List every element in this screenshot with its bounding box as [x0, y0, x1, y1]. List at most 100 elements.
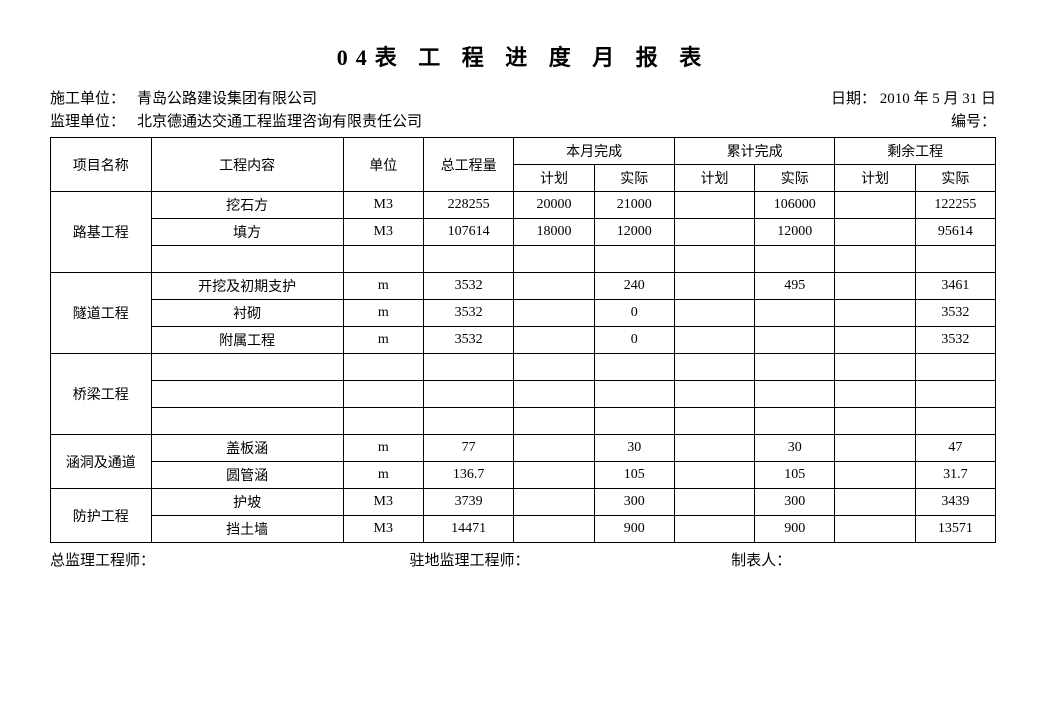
cell-total: 14471	[423, 516, 513, 543]
cell-m_plan	[514, 408, 594, 435]
cell-total: 107614	[423, 219, 513, 246]
cell-c_actual	[755, 246, 835, 273]
cell-total: 3532	[423, 300, 513, 327]
cell-m_plan	[514, 246, 594, 273]
col-month: 本月完成	[514, 138, 675, 165]
cell-m_plan	[514, 489, 594, 516]
table-row	[51, 408, 996, 435]
cell-r_actual: 122255	[915, 192, 995, 219]
cell-r_actual: 3461	[915, 273, 995, 300]
cell-unit: M3	[343, 516, 423, 543]
cell-m_plan	[514, 516, 594, 543]
cell-content: 开挖及初期支护	[151, 273, 343, 300]
cell-r_plan	[835, 489, 915, 516]
col-total: 总工程量	[423, 138, 513, 192]
cell-unit	[343, 354, 423, 381]
cell-r_actual: 31.7	[915, 462, 995, 489]
cell-unit: M3	[343, 219, 423, 246]
cell-total: 136.7	[423, 462, 513, 489]
cell-c_plan	[674, 300, 754, 327]
cell-r_actual: 47	[915, 435, 995, 462]
cell-r_plan	[835, 354, 915, 381]
cell-r_actual	[915, 381, 995, 408]
table-row: 防护工程护坡M337393003003439	[51, 489, 996, 516]
date-value: 2010 年 5 月 31 日	[880, 91, 996, 107]
cell-content: 填方	[151, 219, 343, 246]
col-cum-actual: 实际	[755, 165, 835, 192]
cell-unit: m	[343, 273, 423, 300]
cell-content: 挖石方	[151, 192, 343, 219]
report-title: 04表 工 程 进 度 月 报 表	[50, 40, 996, 72]
cell-c_actual	[755, 300, 835, 327]
cell-unit	[343, 381, 423, 408]
cell-m_plan	[514, 300, 594, 327]
cell-r_plan	[835, 435, 915, 462]
number-label: 编号：	[951, 114, 996, 130]
date-label: 日期：	[831, 91, 876, 107]
cell-m_plan: 18000	[514, 219, 594, 246]
cell-m_plan	[514, 435, 594, 462]
col-cumulative: 累计完成	[674, 138, 835, 165]
constructor-value: 青岛公路建设集团有限公司	[137, 87, 317, 108]
cell-m_actual: 12000	[594, 219, 674, 246]
cell-m_actual: 0	[594, 300, 674, 327]
chief-engineer-label: 总监理工程师：	[50, 549, 409, 570]
cell-c_actual	[755, 408, 835, 435]
cell-m_plan	[514, 354, 594, 381]
group-name-cell: 隧道工程	[51, 273, 152, 354]
cell-m_actual	[594, 381, 674, 408]
cell-m_plan	[514, 327, 594, 354]
cell-c_plan	[674, 408, 754, 435]
col-unit: 单位	[343, 138, 423, 192]
cell-c_actual	[755, 354, 835, 381]
cell-unit: m	[343, 462, 423, 489]
cell-total: 77	[423, 435, 513, 462]
cell-content	[151, 246, 343, 273]
col-rem-plan: 计划	[835, 165, 915, 192]
cell-content: 盖板涵	[151, 435, 343, 462]
cell-m_plan	[514, 273, 594, 300]
cell-c_plan	[674, 273, 754, 300]
cell-r_plan	[835, 381, 915, 408]
cell-c_plan	[674, 489, 754, 516]
site-engineer-label: 驻地监理工程师：	[409, 549, 731, 570]
group-name-cell: 路基工程	[51, 192, 152, 273]
col-month-plan: 计划	[514, 165, 594, 192]
cell-m_actual: 0	[594, 327, 674, 354]
cell-m_actual: 105	[594, 462, 674, 489]
cell-c_plan	[674, 327, 754, 354]
cell-r_actual	[915, 246, 995, 273]
cell-r_plan	[835, 462, 915, 489]
group-name-cell: 桥梁工程	[51, 354, 152, 435]
cell-c_plan	[674, 246, 754, 273]
cell-r_actual: 3532	[915, 327, 995, 354]
cell-r_actual: 3532	[915, 300, 995, 327]
cell-r_plan	[835, 516, 915, 543]
cell-total: 3532	[423, 273, 513, 300]
cell-m_actual: 30	[594, 435, 674, 462]
cell-unit	[343, 408, 423, 435]
cell-total	[423, 381, 513, 408]
col-rem-actual: 实际	[915, 165, 995, 192]
cell-c_actual: 12000	[755, 219, 835, 246]
cell-c_plan	[674, 435, 754, 462]
table-row: 涵洞及通道盖板涵m77303047	[51, 435, 996, 462]
table-row: 挡土墙M31447190090013571	[51, 516, 996, 543]
cell-r_actual: 13571	[915, 516, 995, 543]
cell-c_plan	[674, 219, 754, 246]
constructor-label: 施工单位：	[50, 87, 125, 108]
preparer-label: 制表人：	[731, 549, 996, 570]
header-row-2: 监理单位： 北京德通达交通工程监理咨询有限责任公司 编号：	[50, 110, 996, 131]
cell-c_plan	[674, 462, 754, 489]
cell-r_actual: 3439	[915, 489, 995, 516]
table-row: 路基工程挖石方M32282552000021000106000122255	[51, 192, 996, 219]
supervisor-label: 监理单位：	[50, 110, 125, 131]
cell-c_actual	[755, 381, 835, 408]
cell-unit: m	[343, 435, 423, 462]
cell-total	[423, 408, 513, 435]
cell-content: 附属工程	[151, 327, 343, 354]
cell-unit: M3	[343, 192, 423, 219]
cell-r_plan	[835, 300, 915, 327]
cell-content: 圆管涵	[151, 462, 343, 489]
cell-content	[151, 354, 343, 381]
